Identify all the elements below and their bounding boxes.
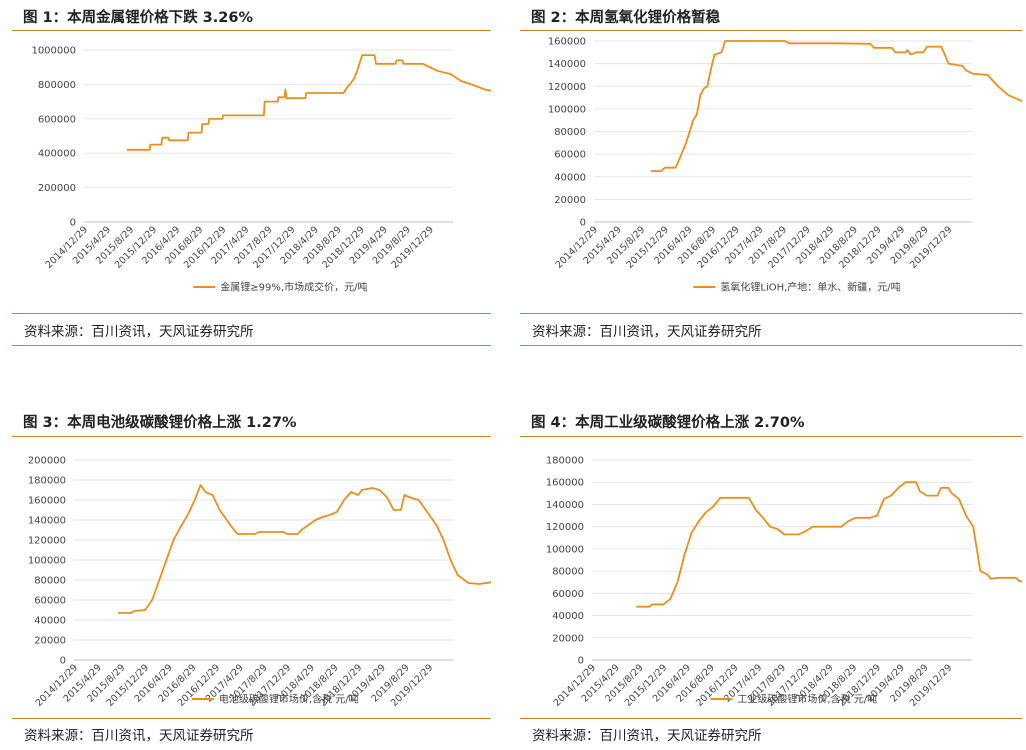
y-tick-label: 160000 [548,37,586,48]
legend-label: 金属锂≥99%,市场成交价，元/吨 [220,281,367,294]
series-line [650,40,1026,173]
title-divider [520,30,1022,31]
y-tick-label: 0 [580,218,586,229]
source-note: 资料来源：百川资讯，天风证券研究所 [532,324,762,340]
chart-panel-1: 图 1：本周金属锂价格下跌 3.26% 0 200000 400000 600000 8… [12,0,605,346]
line-chart: 0 20000 40000 60000 80000 100000 120000 140000 1… [28,456,654,709]
source-divider-top [520,313,1022,314]
chart-panel-4: 图 4：本周工业级碳酸锂价格上涨 2.70% 0 20000 40000 60000 8… [520,405,1026,750]
source-note: 资料来源：百川资讯，天风证券研究所 [24,324,254,340]
y-tick-label: 600000 [38,114,76,125]
title-divider [12,436,491,437]
y-tick-label: 400000 [38,149,76,160]
y-tick-label: 100000 [546,544,584,555]
y-tick-label: 120000 [28,536,66,547]
title-divider [12,30,491,31]
chart-title: 图 4：本周工业级碳酸锂价格上涨 2.70% [531,415,805,431]
chart-area: 0 20000 40000 60000 80000 100000 120000 140000 1… [12,438,654,710]
source-divider-top [12,313,491,314]
y-tick-label: 40000 [554,172,586,183]
y-tick-label: 160000 [546,478,584,489]
source-note: 资料来源：百川资讯，天风证券研究所 [24,728,254,744]
y-tick-label: 40000 [552,611,584,622]
y-tick-label: 140000 [548,59,586,70]
line-chart: 020000040000060000080000010000002014/12/… [31,46,605,294]
chart-title: 图 3：本周电池级碳酸锂价格上涨 1.27% [23,415,297,431]
chart-title: 图 2：本周氢氧化锂价格暂稳 [531,10,721,26]
source-divider-top [520,718,1022,719]
title-divider [520,436,1022,437]
y-tick-label: 800000 [38,80,76,91]
y-tick-label: 20000 [34,636,66,647]
chart-area: 0 20000 40000 60000 80000 100000 120000 140000 1… [520,32,1026,304]
y-tick-label: 140000 [546,500,584,511]
source-divider-top [12,718,491,719]
chart-title: 图 1：本周金属锂价格下跌 3.26% [23,10,253,26]
y-tick-label: 60000 [552,589,584,600]
y-tick-label: 40000 [34,616,66,627]
y-tick-label: 80000 [34,576,66,587]
y-tick-label: 140000 [28,516,66,527]
y-tick-label: 80000 [552,567,584,578]
chart-panel-3: 图 3：本周电池级碳酸锂价格上涨 1.27% 0 20000 40000 60000 8… [12,405,654,750]
series-line [636,481,1026,608]
source-divider-bottom [12,345,491,346]
y-tick-label: 0 [60,656,66,667]
y-tick-label: 180000 [28,476,66,487]
series-line [126,54,605,151]
source-divider-bottom [520,345,1022,346]
y-tick-label: 1000000 [31,46,76,57]
source-note: 资料来源：百川资讯，天风证券研究所 [532,728,762,744]
y-tick-label: 60000 [34,596,66,607]
y-tick-label: 60000 [554,150,586,161]
legend-label: 氢氧化锂LiOH,产地：单水、新疆，元/吨 [720,281,900,294]
legend-label: 工业级碳酸锂市场价,含税 元/吨 [737,693,877,706]
y-tick-label: 200000 [28,456,66,467]
chart-area: 0 200000 400000 600000 800000 1000000 2014/12/… [12,32,605,304]
y-tick-label: 160000 [28,496,66,507]
line-chart: 0 20000 40000 60000 80000 100000 120000 140000 1… [548,37,1026,294]
y-tick-label: 0 [70,218,76,229]
y-tick-label: 200000 [38,183,76,194]
y-tick-label: 20000 [554,195,586,206]
y-tick-label: 100000 [548,104,586,115]
chart-panel-2: 图 2：本周氢氧化锂价格暂稳 0 20000 40000 60000 80000 1000… [520,0,1026,346]
line-chart: 0 20000 40000 60000 80000 100000 120000 140000 1… [546,456,1026,709]
y-tick-label: 120000 [548,82,586,93]
y-tick-label: 80000 [554,127,586,138]
y-tick-label: 180000 [546,456,584,467]
y-tick-label: 100000 [28,556,66,567]
y-tick-label: 120000 [546,522,584,533]
legend-label: 电池级碳酸锂市场价,含税 元/吨 [219,693,359,706]
series-line [118,484,654,616]
y-tick-label: 0 [578,656,584,667]
chart-area: 0 20000 40000 60000 80000 100000 120000 140000 1… [520,438,1026,710]
y-tick-label: 20000 [552,633,584,644]
